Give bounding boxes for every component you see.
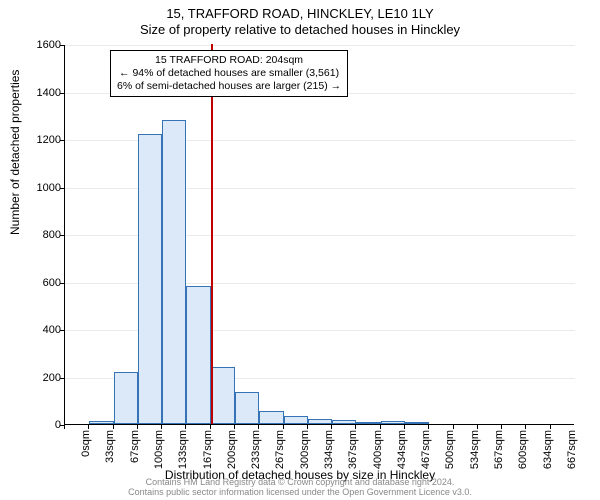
x-tick-mark: [283, 425, 284, 429]
x-tick-label: 567sqm: [493, 430, 505, 469]
histogram-bar: [89, 421, 113, 424]
x-tick-label: 667sqm: [566, 430, 578, 469]
x-tick-mark: [258, 425, 259, 429]
histogram-bar: [114, 372, 138, 424]
y-tick-label: 800: [21, 229, 61, 241]
x-tick-label: 33sqm: [104, 430, 116, 463]
x-tick-label: 534sqm: [469, 430, 481, 469]
x-tick-label: 300sqm: [299, 430, 311, 469]
x-tick-mark: [210, 425, 211, 429]
x-tick-label: 233sqm: [250, 430, 262, 469]
histogram-bar: [235, 392, 259, 424]
y-tick-label: 1400: [21, 87, 61, 99]
footer-line2: Contains public sector information licen…: [128, 487, 472, 497]
x-tick-label: 634sqm: [542, 430, 554, 469]
y-tick-mark: [60, 235, 64, 236]
x-tick-mark: [380, 425, 381, 429]
x-tick-mark: [113, 425, 114, 429]
y-tick-mark: [60, 140, 64, 141]
x-tick-label: 467sqm: [420, 430, 432, 469]
y-tick-mark: [60, 93, 64, 94]
y-tick-mark: [60, 45, 64, 46]
chart-container: 15, TRAFFORD ROAD, HINCKLEY, LE10 1LY Si…: [0, 0, 600, 500]
y-tick-label: 400: [21, 324, 61, 336]
x-tick-mark: [185, 425, 186, 429]
histogram-bar: [405, 422, 429, 424]
y-tick-label: 1000: [21, 182, 61, 194]
y-tick-mark: [60, 330, 64, 331]
y-tick-label: 600: [21, 277, 61, 289]
callout-line2: ← 94% of detached houses are smaller (3,…: [117, 67, 341, 80]
histogram-bar: [332, 420, 356, 424]
y-tick-mark: [60, 378, 64, 379]
histogram-bar: [186, 286, 210, 424]
x-tick-label: 334sqm: [323, 430, 335, 469]
histogram-bar: [162, 120, 186, 424]
x-tick-mark: [550, 425, 551, 429]
x-tick-label: 600sqm: [517, 430, 529, 469]
x-tick-mark: [88, 425, 89, 429]
x-tick-label: 0sqm: [80, 430, 92, 457]
x-tick-mark: [404, 425, 405, 429]
x-tick-mark: [331, 425, 332, 429]
x-tick-mark: [355, 425, 356, 429]
x-tick-label: 400sqm: [372, 430, 384, 469]
x-tick-label: 100sqm: [153, 430, 165, 469]
gridline: [65, 45, 575, 46]
callout-line1: 15 TRAFFORD ROAD: 204sqm: [117, 54, 341, 67]
x-tick-mark: [234, 425, 235, 429]
plot-area: [64, 45, 574, 425]
callout-box: 15 TRAFFORD ROAD: 204sqm ← 94% of detach…: [110, 50, 348, 97]
x-tick-label: 200sqm: [226, 430, 238, 469]
x-tick-mark: [161, 425, 162, 429]
x-tick-label: 434sqm: [396, 430, 408, 469]
y-tick-mark: [60, 283, 64, 284]
x-tick-mark: [307, 425, 308, 429]
histogram-bar: [284, 416, 308, 424]
x-tick-label: 67sqm: [129, 430, 141, 463]
x-tick-label: 500sqm: [444, 430, 456, 469]
histogram-bar: [308, 419, 332, 424]
x-tick-label: 167sqm: [202, 430, 214, 469]
y-tick-label: 1200: [21, 134, 61, 146]
histogram-bar: [138, 134, 162, 424]
footer-attribution: Contains HM Land Registry data © Crown c…: [0, 478, 600, 498]
marker-line: [211, 44, 213, 424]
footer-line1: Contains HM Land Registry data © Crown c…: [146, 477, 455, 487]
chart-title-line2: Size of property relative to detached ho…: [0, 22, 600, 37]
histogram-bar: [381, 421, 405, 424]
histogram-bar: [259, 411, 283, 424]
y-tick-label: 1600: [21, 39, 61, 51]
x-tick-label: 367sqm: [347, 430, 359, 469]
y-axis-label: Number of detached properties: [8, 70, 22, 235]
y-tick-label: 200: [21, 372, 61, 384]
x-tick-mark: [64, 425, 65, 429]
x-tick-label: 267sqm: [274, 430, 286, 469]
y-tick-label: 0: [21, 419, 61, 431]
x-tick-mark: [428, 425, 429, 429]
histogram-bar: [356, 422, 380, 424]
x-tick-mark: [137, 425, 138, 429]
x-tick-mark: [477, 425, 478, 429]
x-tick-mark: [501, 425, 502, 429]
x-tick-mark: [453, 425, 454, 429]
callout-line3: 6% of semi-detached houses are larger (2…: [117, 80, 341, 93]
chart-title-line1: 15, TRAFFORD ROAD, HINCKLEY, LE10 1LY: [0, 6, 600, 21]
histogram-bar: [211, 367, 235, 424]
x-tick-mark: [525, 425, 526, 429]
x-tick-label: 133sqm: [177, 430, 189, 469]
y-tick-mark: [60, 188, 64, 189]
